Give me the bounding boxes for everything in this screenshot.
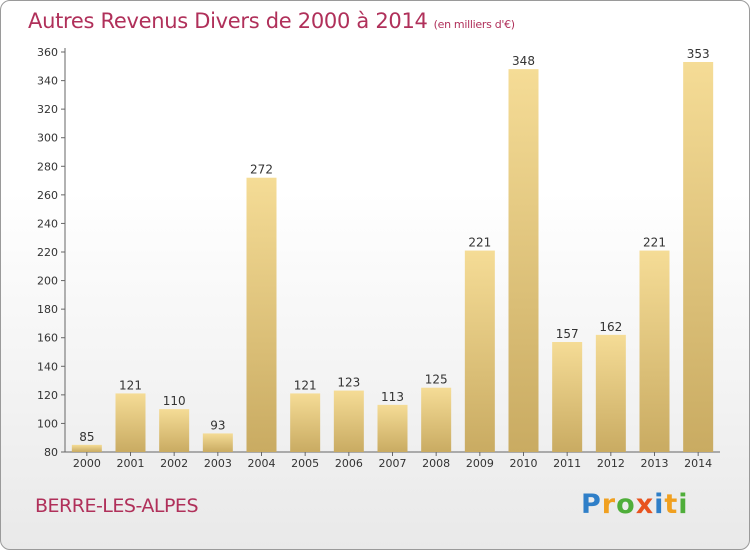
bar-value-label: 157 [556, 327, 579, 341]
bar-value-label: 221 [468, 236, 491, 250]
x-tick-label: 2007 [379, 457, 407, 470]
x-tick-label: 2014 [684, 457, 712, 470]
bar-value-label: 121 [294, 378, 317, 392]
bar [421, 387, 452, 452]
bar-value-label: 110 [163, 394, 186, 408]
x-tick-label: 2001 [117, 457, 145, 470]
logo-letter: P [581, 489, 602, 520]
y-tick-label: 180 [37, 303, 58, 316]
bar [683, 62, 714, 452]
bar-value-label: 125 [425, 373, 448, 387]
bar-value-label: 353 [687, 47, 710, 61]
bar [202, 433, 233, 452]
y-tick-label: 320 [37, 103, 58, 116]
commune-name: BERRE-LES-ALPES [35, 495, 199, 517]
chart-title: Autres Revenus Divers de 2000 à 2014 (en … [28, 9, 515, 33]
bar [639, 250, 670, 452]
x-tick-label: 2002 [160, 457, 188, 470]
bar [552, 342, 583, 452]
x-tick-label: 2004 [248, 457, 276, 470]
x-tick-label: 2000 [73, 457, 101, 470]
logo-letter: i [678, 489, 689, 520]
logo-letter: i [654, 489, 665, 520]
bar [377, 404, 408, 452]
bar [595, 334, 626, 452]
bar [508, 69, 539, 453]
x-tick-label: 2010 [510, 457, 538, 470]
y-tick-label: 220 [37, 246, 58, 259]
bar-value-label: 272 [250, 163, 273, 177]
y-tick-label: 200 [37, 275, 58, 288]
logo-letter: o [616, 489, 636, 520]
x-tick-label: 2008 [422, 457, 450, 470]
proxiti-logo: Proxiti [581, 489, 689, 520]
bar [464, 250, 495, 452]
logo-letter: t [664, 489, 679, 520]
bar-value-label: 93 [210, 418, 225, 432]
bar-value-label: 113 [381, 390, 404, 404]
x-tick-label: 2006 [335, 457, 363, 470]
bar-value-label: 162 [599, 320, 622, 334]
bar-value-label: 221 [643, 236, 666, 250]
x-tick-label: 2009 [466, 457, 494, 470]
bar-value-label: 123 [337, 376, 360, 390]
y-tick-label: 280 [37, 160, 58, 173]
x-tick-label: 2003 [204, 457, 232, 470]
bar-value-label: 348 [512, 54, 535, 68]
bar [71, 444, 102, 452]
bar [290, 393, 321, 452]
bar [246, 177, 277, 452]
y-tick-label: 80 [44, 446, 58, 459]
x-tick-label: 2012 [597, 457, 625, 470]
x-tick-label: 2011 [553, 457, 581, 470]
y-tick-label: 340 [37, 75, 58, 88]
chart-title-text: Autres Revenus Divers de 2000 à 2014 [28, 9, 428, 33]
logo-letter: x [635, 489, 655, 520]
y-tick-label: 300 [37, 132, 58, 145]
y-tick-label: 120 [37, 389, 58, 402]
y-tick-label: 140 [37, 360, 58, 373]
bar [333, 390, 364, 452]
y-tick-label: 360 [37, 46, 58, 59]
y-tick-label: 100 [37, 417, 58, 430]
bar-value-label: 85 [79, 430, 94, 444]
y-tick-label: 260 [37, 189, 58, 202]
y-tick-label: 160 [37, 332, 58, 345]
chart-unit: (en milliers d'€) [433, 18, 515, 31]
x-tick-label: 2013 [641, 457, 669, 470]
x-tick-label: 2005 [291, 457, 319, 470]
bar-value-label: 121 [119, 378, 142, 392]
bar [115, 393, 146, 452]
logo-letter: r [601, 489, 617, 520]
y-tick-label: 240 [37, 217, 58, 230]
bar [159, 409, 190, 452]
